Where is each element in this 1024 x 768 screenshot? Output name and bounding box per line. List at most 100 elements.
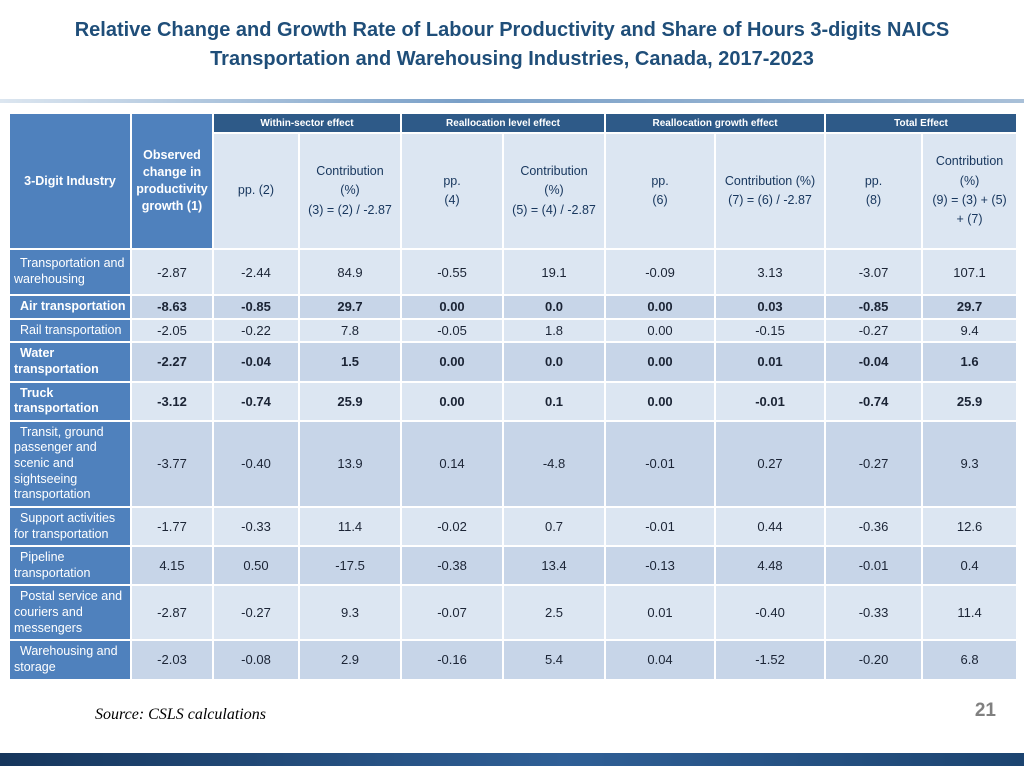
table-row: Support activities for transportation -1.… xyxy=(8,505,1019,548)
value-cell: -0.40 xyxy=(212,419,300,508)
value-cell: -0.16 xyxy=(400,639,505,681)
value-cell: 5.4 xyxy=(502,639,607,681)
table-row: Rail transportation -2.05 -0.22 7.8 -0.05 1.8… xyxy=(8,317,1019,344)
column-header-contribution-5: Contribution (%) (5) = (4) / -2.87 xyxy=(502,132,607,250)
title-divider xyxy=(0,99,1024,103)
value-cell: -2.87 xyxy=(130,248,214,296)
value-cell: 107.1 xyxy=(921,248,1019,296)
industry-cell: Truck transportation xyxy=(8,380,132,422)
group-header-within-sector: Within-sector effect xyxy=(211,112,403,134)
source-note: Source: CSLS calculations xyxy=(95,706,266,723)
value-cell: 12.6 xyxy=(921,505,1019,548)
value-cell: -3.12 xyxy=(130,380,214,422)
value-cell: 0.00 xyxy=(604,294,717,320)
value-cell: 9.3 xyxy=(297,584,403,642)
value-cell: -0.74 xyxy=(212,380,300,422)
column-header-contribution-9: Contribution (%) (9) = (3) + (5) + (7) xyxy=(921,132,1019,250)
value-cell: 0.44 xyxy=(714,505,827,548)
group-header-row: 3-Digit Industry Observed change in prod… xyxy=(8,112,1019,250)
value-cell: -2.87 xyxy=(130,584,214,642)
value-cell: 0.4 xyxy=(921,545,1019,587)
value-cell: 13.9 xyxy=(297,419,403,508)
table-row: Transit, ground passenger and scenic and… xyxy=(8,419,1019,508)
column-header-contribution-7: Contribution (%) (7) = (6) / -2.87 xyxy=(714,132,827,250)
group-header-reallocation-level: Reallocation level effect xyxy=(400,112,607,134)
value-cell: -1.52 xyxy=(714,639,827,681)
title-line-1: Relative Change and Growth Rate of Labou… xyxy=(74,19,950,41)
value-cell: 11.4 xyxy=(297,505,403,548)
value-cell: 9.3 xyxy=(921,419,1019,508)
value-cell: 7.8 xyxy=(297,317,403,344)
value-cell: -2.05 xyxy=(130,317,214,344)
group-header-reallocation-growth: Reallocation growth effect xyxy=(604,112,827,134)
value-cell: -2.27 xyxy=(130,341,214,383)
value-cell: -0.74 xyxy=(824,380,924,422)
value-cell: 29.7 xyxy=(921,294,1019,320)
column-header-pp-4: pp. (4) xyxy=(400,132,505,250)
value-cell: -0.85 xyxy=(212,294,300,320)
observed-change-column-header: Observed change in productivity growth (… xyxy=(130,112,214,250)
value-cell: 0.03 xyxy=(714,294,827,320)
value-cell: 9.4 xyxy=(921,317,1019,344)
table-row: Air transportation -8.63 -0.85 29.7 0.00 0.0 0… xyxy=(8,294,1019,320)
value-cell: 11.4 xyxy=(921,584,1019,642)
value-cell: 4.15 xyxy=(130,545,214,587)
value-cell: 2.9 xyxy=(297,639,403,681)
value-cell: -0.33 xyxy=(212,505,300,548)
table-row: Water transportation -2.27 -0.04 1.5 0.00 0.0… xyxy=(8,341,1019,383)
value-cell: -0.08 xyxy=(212,639,300,681)
industry-cell: Warehousing and storage xyxy=(8,639,132,681)
value-cell: 3.13 xyxy=(714,248,827,296)
value-cell: 0.00 xyxy=(604,317,717,344)
table-row: Postal service and couriers and messenge… xyxy=(8,584,1019,642)
value-cell: -0.22 xyxy=(212,317,300,344)
value-cell: 1.6 xyxy=(921,341,1019,383)
value-cell: -17.5 xyxy=(297,545,403,587)
value-cell: 0.00 xyxy=(400,294,505,320)
slide-title: Relative Change and Growth Rate of Labou… xyxy=(0,0,1024,74)
value-cell: -0.01 xyxy=(604,505,717,548)
value-cell: 4.48 xyxy=(714,545,827,587)
value-cell: -0.04 xyxy=(212,341,300,383)
bottom-bar xyxy=(0,753,1024,766)
value-cell: -0.38 xyxy=(400,545,505,587)
value-cell: -2.44 xyxy=(212,248,300,296)
value-cell: 0.00 xyxy=(400,341,505,383)
value-cell: 0.14 xyxy=(400,419,505,508)
value-cell: -0.01 xyxy=(824,545,924,587)
value-cell: 0.1 xyxy=(502,380,607,422)
value-cell: 0.0 xyxy=(502,294,607,320)
table-row: Transportation and warehousing -2.87 -2.44… xyxy=(8,248,1019,296)
column-header-row: pp. (2) Contribution (%) (3) = (2) / -2.… xyxy=(9,132,1019,250)
value-cell: -0.05 xyxy=(400,317,505,344)
page-number: 21 xyxy=(974,700,996,721)
table-container: 3-Digit Industry Observed change in prod… xyxy=(8,112,1019,681)
value-cell: -0.07 xyxy=(400,584,505,642)
value-cell: -0.27 xyxy=(824,317,924,344)
industry-cell: Pipeline transportation xyxy=(8,545,132,587)
value-cell: -0.13 xyxy=(604,545,717,587)
column-header-pp-2: pp. (2) xyxy=(212,132,300,250)
value-cell: 25.9 xyxy=(297,380,403,422)
value-cell: -0.15 xyxy=(714,317,827,344)
group-header-total-effect: Total Effect xyxy=(824,112,1019,134)
industry-column-header: 3-Digit Industry xyxy=(8,112,132,250)
value-cell: -0.33 xyxy=(824,584,924,642)
value-cell: 6.8 xyxy=(921,639,1019,681)
value-cell: -1.77 xyxy=(130,505,214,548)
table-row: Truck transportation -3.12 -0.74 25.9 0.00 0.… xyxy=(8,380,1019,422)
table-row: Pipeline transportation 4.15 0.50 -17.5 -0.3… xyxy=(8,545,1019,587)
value-cell: -8.63 xyxy=(130,294,214,320)
value-cell: 0.01 xyxy=(714,341,827,383)
value-cell: 0.27 xyxy=(714,419,827,508)
value-cell: -0.20 xyxy=(824,639,924,681)
industry-cell: Postal service and couriers and messenge… xyxy=(8,584,132,642)
value-cell: 0.00 xyxy=(400,380,505,422)
value-cell: 0.00 xyxy=(604,341,717,383)
value-cell: -0.27 xyxy=(212,584,300,642)
table-body: Transportation and warehousing -2.87 -2.44… xyxy=(8,248,1019,681)
value-cell: -4.8 xyxy=(502,419,607,508)
value-cell: -0.01 xyxy=(604,419,717,508)
value-cell: 0.7 xyxy=(502,505,607,548)
